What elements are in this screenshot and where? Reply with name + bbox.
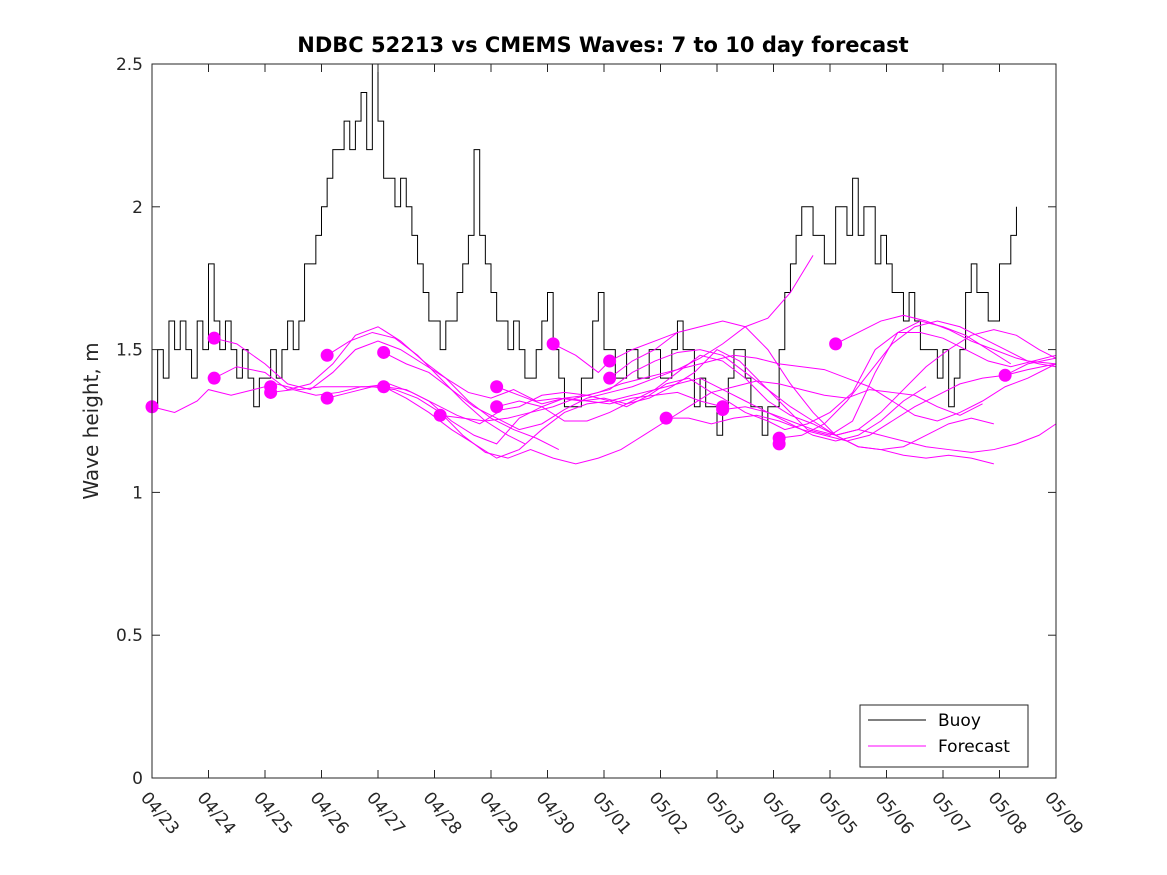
forecast-run-line	[213, 326, 560, 451]
forecast-start-point	[320, 348, 334, 362]
x-tick-label: 05/08	[984, 788, 1031, 838]
forecast-start-point	[264, 385, 278, 399]
y-tick-label: 1.5	[116, 341, 143, 361]
forecast-start-point	[320, 391, 334, 405]
y-axis-label: Wave height, m	[79, 342, 103, 499]
x-tick-label: 05/01	[588, 788, 635, 838]
x-tick-label: 04/23	[136, 788, 183, 838]
legend-label-forecast: Forecast	[938, 737, 1010, 757]
x-tick-label: 05/09	[1040, 788, 1087, 838]
forecast-start-point	[377, 345, 391, 359]
forecast-start-point	[433, 408, 447, 422]
forecast-start-point	[829, 337, 843, 351]
x-tick-label: 04/28	[419, 788, 466, 838]
forecast-start-point	[772, 437, 786, 451]
x-tick-label: 05/06	[871, 788, 918, 838]
y-tick-label: 0.5	[116, 626, 143, 646]
forecast-start-point	[490, 380, 504, 394]
forecast-start-point	[603, 354, 617, 368]
forecast-run-line	[383, 255, 814, 431]
x-tick-label: 05/02	[645, 788, 692, 838]
plot-area	[145, 63, 1057, 465]
legend-box	[859, 704, 1029, 768]
forecast-run-line	[383, 377, 1057, 459]
forecast-run-line	[609, 331, 678, 362]
x-tick-label: 05/03	[701, 788, 748, 838]
y-axis: 0 0.5 1 1.5 2 2.5	[116, 55, 1056, 789]
x-tick-label: 04/27	[362, 788, 409, 838]
y-tick-label: 2	[132, 198, 143, 218]
forecast-start-point	[490, 400, 504, 414]
forecast-run-line	[496, 329, 1057, 436]
forecast-start-point	[207, 331, 221, 345]
forecast-run-line	[270, 386, 723, 445]
forecast-run-line	[327, 380, 983, 465]
forecast-run-line	[326, 331, 526, 445]
x-tick-label: 04/30	[532, 788, 579, 838]
forecast-start-point	[659, 411, 673, 425]
x-tick-label: 04/26	[306, 788, 353, 838]
chart-title: NDBC 52213 vs CMEMS Waves: 7 to 10 day f…	[297, 33, 908, 57]
forecast-run-line	[609, 320, 994, 451]
plot-frame	[151, 63, 1057, 779]
forecast-start-point	[377, 380, 391, 394]
forecast-run-line	[779, 320, 1057, 439]
y-tick-label: 1	[132, 483, 143, 503]
forecast-run-line	[496, 354, 994, 465]
series-buoy	[152, 63, 1017, 436]
forecast-run-line	[835, 314, 1057, 368]
forecast-start-point	[998, 368, 1012, 382]
buoy-line	[152, 63, 1017, 436]
forecast-run-line	[552, 343, 611, 374]
forecast-run-line	[722, 386, 927, 442]
legend: Buoy Forecast	[859, 704, 1029, 768]
x-tick-label: 04/24	[193, 788, 240, 838]
forecast-start-point	[603, 371, 617, 385]
forecast-run-line	[666, 363, 1057, 442]
y-tick-label: 2.5	[116, 55, 143, 75]
forecast-run-line	[214, 320, 1012, 436]
legend-label-buoy: Buoy	[938, 711, 981, 731]
x-tick-label: 04/29	[475, 788, 522, 838]
x-tick-label: 04/25	[249, 788, 296, 838]
x-tick-label: 05/05	[814, 788, 861, 838]
forecast-start-point	[546, 337, 560, 351]
series-forecast	[145, 255, 1057, 465]
forecast-run-line	[1004, 357, 1057, 376]
x-tick-label: 05/07	[927, 788, 974, 838]
forecast-run-line	[440, 354, 1057, 422]
y-tick-label: 0	[132, 769, 143, 789]
x-tick-label: 05/04	[758, 788, 805, 838]
forecast-start-point	[716, 400, 730, 414]
forecast-start-point	[207, 371, 221, 385]
